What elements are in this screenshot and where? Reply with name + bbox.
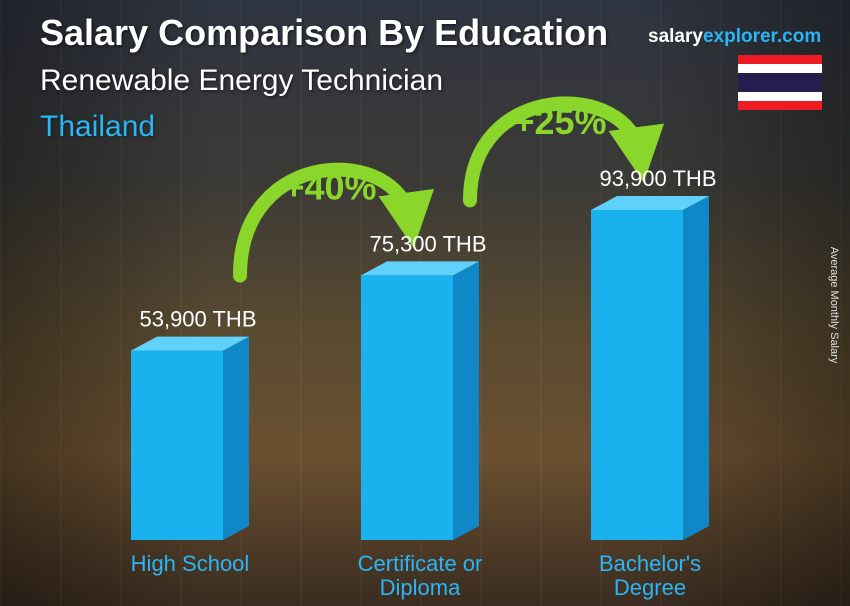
bar — [361, 275, 453, 540]
increase-arrow-icon — [463, 96, 664, 208]
bar — [131, 350, 223, 540]
category-label: Certificate or Diploma — [358, 551, 483, 600]
bar-top — [361, 261, 479, 276]
percent-increase-label: +25% — [513, 101, 606, 142]
category-label: High School — [131, 551, 250, 576]
category-label-line: Degree — [614, 575, 686, 600]
bar — [591, 210, 683, 540]
job-title: Renewable Energy Technician — [40, 64, 444, 97]
bar-top — [591, 196, 709, 210]
bar-group — [131, 336, 249, 540]
increase-arrow-icon — [233, 162, 434, 283]
bar-group — [361, 261, 479, 540]
brand-part-salary: salary — [648, 26, 703, 47]
value-label: 93,900 THB — [599, 166, 716, 191]
category-label: Bachelor's Degree — [599, 551, 701, 600]
bar-side — [453, 261, 479, 540]
bar-side — [683, 196, 709, 540]
percent-increase-label: +40% — [283, 166, 376, 207]
bar-top — [131, 336, 249, 351]
country-label: Thailand — [40, 110, 156, 143]
thailand-flag-icon — [738, 55, 822, 110]
value-label: 53,900 THB — [139, 307, 256, 332]
category-label-line: High School — [131, 551, 250, 576]
value-label: 75,300 THB — [369, 231, 486, 256]
brand-part-explorer: explorer.com — [702, 26, 822, 47]
category-label-line: Diploma — [380, 575, 461, 600]
chart-title: Salary Comparison By Education — [40, 12, 609, 53]
category-label-line: Bachelor's — [599, 551, 701, 576]
category-label-line: Certificate or — [358, 551, 483, 576]
bar-side — [223, 336, 249, 540]
bar-group — [591, 196, 709, 540]
brand-logo[interactable]: salaryexplorer.com — [648, 26, 821, 48]
